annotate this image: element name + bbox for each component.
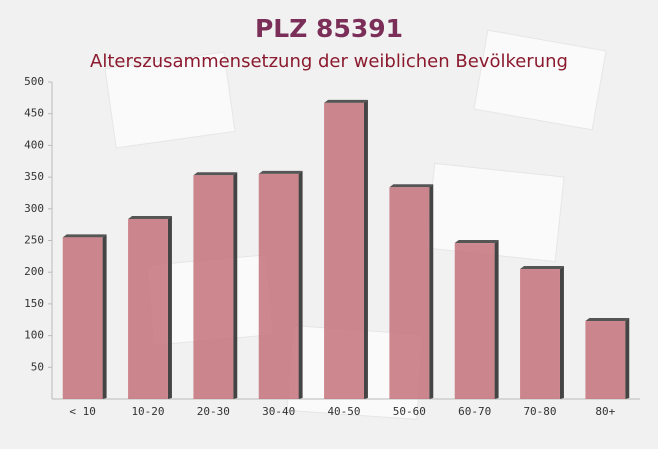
x-tick-label: 10-20 bbox=[131, 405, 164, 418]
bar-top bbox=[62, 234, 107, 238]
y-tick-label: 450 bbox=[24, 107, 44, 120]
x-tick-label: 60-70 bbox=[458, 405, 491, 418]
chart-title: PLZ 85391 bbox=[255, 14, 403, 43]
bar-shadow bbox=[363, 99, 368, 399]
bar-top bbox=[389, 184, 434, 188]
y-tick-label: 350 bbox=[24, 170, 44, 183]
x-tick-label: 70-80 bbox=[523, 405, 556, 418]
y-tick-label: 100 bbox=[24, 329, 44, 342]
y-tick-label: 300 bbox=[24, 202, 44, 215]
x-tick-label: 80+ bbox=[595, 405, 615, 418]
y-tick-label: 500 bbox=[24, 75, 44, 88]
chart-subtitle: Alterszusammensetzung der weiblichen Bev… bbox=[90, 51, 568, 72]
y-tick-label: 200 bbox=[24, 265, 44, 278]
y-tick-label: 50 bbox=[31, 360, 44, 373]
bar-shadow bbox=[298, 170, 303, 399]
bar bbox=[193, 175, 234, 399]
bar bbox=[128, 218, 168, 399]
bar bbox=[585, 321, 626, 399]
y-tick-label: 150 bbox=[24, 297, 44, 310]
bar bbox=[62, 237, 103, 399]
bar-top bbox=[454, 240, 499, 244]
bar bbox=[389, 187, 430, 399]
bar-shadow bbox=[167, 215, 172, 399]
bar bbox=[520, 269, 560, 399]
bar-top bbox=[193, 172, 238, 176]
bar-shadow bbox=[429, 184, 434, 399]
bar-top bbox=[585, 318, 630, 322]
x-tick-label: 20-30 bbox=[197, 405, 230, 418]
bar-shadow bbox=[625, 318, 630, 399]
x-tick-label: 30-40 bbox=[262, 405, 295, 418]
bar-top bbox=[258, 170, 303, 174]
x-tick-label: 50-60 bbox=[393, 405, 426, 418]
bar bbox=[454, 243, 495, 399]
x-tick-label: < 10 bbox=[69, 405, 96, 418]
bar-top bbox=[520, 266, 564, 270]
background-decor bbox=[104, 29, 607, 420]
bar-shadow bbox=[559, 266, 564, 399]
y-tick-label: 250 bbox=[24, 234, 44, 247]
bar-shadow bbox=[102, 234, 107, 399]
bar bbox=[324, 102, 364, 399]
bar-shadow bbox=[233, 172, 238, 399]
bar-top bbox=[128, 215, 172, 219]
bar bbox=[258, 173, 299, 399]
bar-top bbox=[324, 99, 368, 103]
bar-shadow bbox=[494, 240, 499, 399]
x-tick-label: 40-50 bbox=[327, 405, 360, 418]
y-tick-label: 400 bbox=[24, 138, 44, 151]
